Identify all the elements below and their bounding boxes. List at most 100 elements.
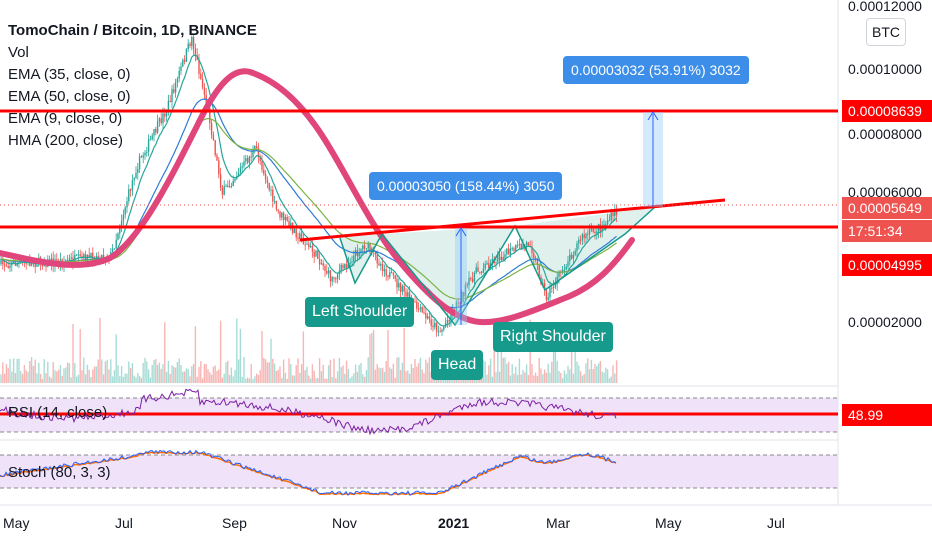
y-tick-label: 0.00012000 [848,0,922,14]
legend-ema-35[interactable]: EMA (35, close, 0) [8,66,131,83]
candle-body [90,252,92,258]
candle-body [306,243,308,245]
volume-bar [486,374,488,383]
candle-body [264,174,267,180]
currency-button[interactable]: BTC [866,18,906,46]
candle-body [272,189,274,202]
candle-body [120,221,123,229]
volume-bar [232,376,234,383]
volume-bar [250,363,252,383]
candle-body [266,179,269,183]
volume-bar [500,336,503,383]
volume-bar [527,374,530,383]
legend-ema-9[interactable]: EMA (9, close, 0) [8,110,123,127]
candle-body [214,140,216,156]
legend-volume[interactable]: Vol [8,44,29,61]
rsi-label[interactable]: RSI (14, close) [8,404,108,421]
volume-bar [293,375,296,383]
volume-bar [95,366,98,383]
volume-bar [110,359,112,383]
volume-bar [18,358,20,383]
stoch-label[interactable]: Stoch (80, 3, 3) [8,464,111,481]
candle-body [147,139,150,152]
volume-bar [272,358,274,383]
candle-body [390,272,393,274]
volume-bar [376,364,378,383]
candle-body [3,264,6,266]
neckline [299,198,726,242]
depth-measure-label[interactable]: 0.00003050 (158.44%) 3050 [369,172,563,200]
candle-body [423,312,425,314]
volume-bar [88,369,90,383]
volume-bar [322,364,324,383]
candle-body [443,326,445,330]
candle-body [498,253,501,261]
candle-body [437,331,440,333]
candle-body [201,78,204,88]
left-shoulder-label[interactable]: Left Shoulder [305,297,415,327]
candle-body [169,100,171,103]
volume-bar [239,328,242,383]
candle-body [174,82,177,93]
candle-body [574,251,576,255]
volume-bar [405,371,407,383]
volume-bar [569,369,571,383]
volume-bar [104,361,107,383]
volume-bar [398,357,400,383]
volume-bar [263,357,265,383]
volume-bar [97,359,99,383]
volume-bar [108,369,110,383]
candle-body [518,243,521,246]
head-label[interactable]: Head [431,350,484,380]
volume-bar [264,359,267,383]
candle-body [65,260,67,262]
volume-bar [358,364,360,383]
candle-body [268,182,270,190]
volume-bar [47,362,49,383]
volume-bar [201,378,204,383]
volume-bar [140,378,143,383]
candle-body [567,261,569,267]
volume-bar [401,362,404,383]
x-tick-label: Sep [222,515,247,531]
candle-body [239,167,242,173]
volume-bar [266,362,269,383]
candle-body [259,157,261,161]
candle-body [185,49,188,62]
volume-bar [318,358,321,383]
candle-body [79,254,81,257]
candle-body [162,113,164,124]
volume-bar [81,370,83,383]
symbol-title[interactable]: TomoChain / Bitcoin, 1D, BINANCE [8,22,257,39]
volume-bar [497,338,499,383]
right-shoulder-label[interactable]: Right Shoulder [493,322,613,352]
candle-body [506,248,508,255]
candle-body [263,169,265,175]
rsi-line [0,388,617,436]
candle-body [425,313,427,319]
candle-body [603,224,605,226]
volume-bar [506,363,508,383]
volume-bar [29,360,31,383]
volume-bar [209,372,211,383]
volume-bar [286,378,288,383]
volume-bar [385,361,387,383]
volume-bar [83,357,85,383]
depth-arrow-head [455,227,467,237]
volume-bar [407,370,409,383]
target-measure-label[interactable]: 0.00003032 (53.91%) 3032 [563,56,749,84]
candle-body [234,178,236,181]
volume-bar [410,364,413,383]
legend-hma-200[interactable]: HMA (200, close) [8,132,124,149]
volume-bar [371,332,373,383]
volume-bar [43,359,45,383]
candle-body [333,277,335,279]
volume-bar [228,375,231,383]
candle-body [187,43,189,50]
volume-bar [383,371,386,383]
legend-ema-50[interactable]: EMA (50, close, 0) [8,88,131,105]
candle-body [378,263,380,266]
volume-bar [74,363,76,383]
candle-body [473,272,476,282]
candle-body [471,278,474,282]
